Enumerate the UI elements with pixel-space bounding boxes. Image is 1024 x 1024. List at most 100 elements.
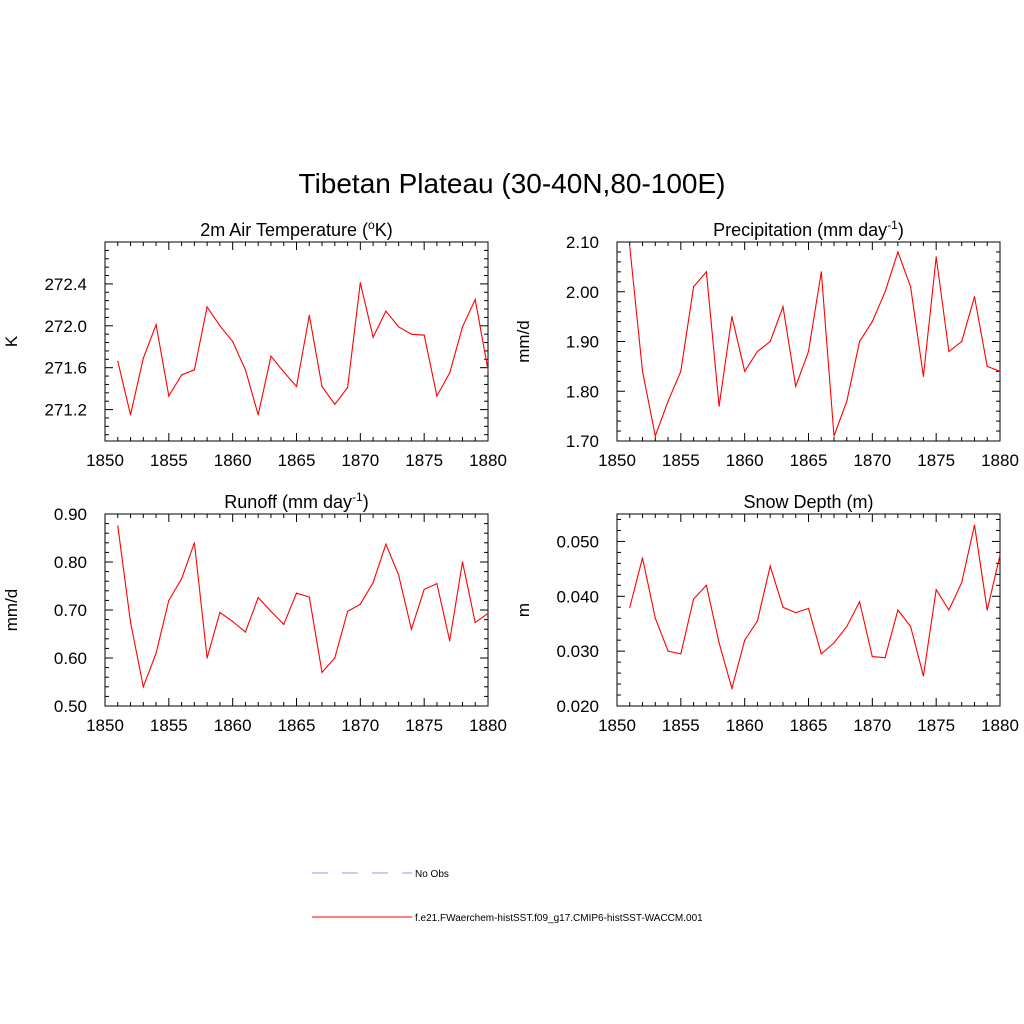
y-axis-label: mm/d [514,320,533,363]
data-point [833,642,835,644]
data-point [129,414,132,416]
x-tick-label: 1875 [405,716,443,735]
data-point [372,336,374,338]
data-point [129,621,132,623]
data-point [295,385,298,388]
data-point [474,621,476,624]
data-point [910,625,912,628]
y-tick-label: 0.50 [54,697,87,716]
data-point [219,611,221,614]
panel-title-part: ) [363,492,369,512]
data-point [308,596,310,598]
data-point [756,620,759,622]
data-point [756,350,759,353]
data-point [922,675,925,677]
data-point [257,414,259,416]
data-point [731,316,733,318]
data-point [820,653,822,655]
panel-2: Precipitation (mm day-1) 1850 1855 1860 1865… [514,218,1019,470]
data-point [961,581,963,584]
x-tick-label: 1855 [150,451,188,470]
x-tick-label: 1855 [150,716,188,735]
data-point [385,543,387,545]
data-point [654,617,656,619]
y-tick-label: 272.4 [44,275,87,294]
data-point [244,369,247,371]
data-point [181,374,183,376]
data-point [385,310,387,312]
data-point [769,565,771,567]
data-point [359,603,361,605]
data-point [680,370,682,372]
y-tick-label: 0.80 [54,553,87,572]
data-point [193,542,195,544]
y-tick-label: 272.0 [44,317,87,336]
data-point [858,340,861,343]
data-point [410,333,412,335]
data-point [283,371,285,373]
data-point [782,306,784,308]
panel-title-part: -1 [887,218,898,232]
x-tick-label: 1870 [341,716,379,735]
data-point [986,609,988,611]
x-tick-label: 1880 [981,451,1019,470]
plot-frame [104,513,489,707]
y-tick-label: 0.70 [54,601,87,620]
data-point [935,256,937,258]
data-point [423,334,425,336]
x-tick-label: 1875 [405,451,443,470]
series-line [629,246,1001,439]
data-point [667,650,669,652]
data-point [321,671,323,674]
data-point [948,609,950,611]
y-tick-label: 0.60 [54,649,87,668]
panel-title-part: o [368,218,375,232]
data-point [935,589,937,591]
data-point [731,687,733,690]
y-tick-label: 0.90 [54,505,87,524]
plot-frame [104,241,489,442]
data-point [487,612,489,614]
data-point [884,657,886,659]
data-point [321,385,323,388]
data-point [680,653,682,655]
data-point [705,271,707,273]
data-point [961,340,963,343]
y-tick-label: 2.10 [566,233,599,252]
data-point [884,291,886,293]
y-axis-label: K [2,335,21,347]
data-point [846,400,848,402]
data-point [654,435,656,437]
data-point [641,557,644,559]
data-point [334,657,336,659]
data-point [922,375,925,377]
data-point [449,640,451,642]
data-point [142,357,144,359]
data-point [168,599,170,602]
series-line [117,282,489,415]
data-point [181,578,183,580]
data-point [346,386,349,389]
data-point [257,596,259,599]
data-point [693,598,695,600]
data-point [693,286,695,288]
data-point [910,286,912,288]
data-point [334,403,336,405]
x-tick-label: 1860 [726,451,764,470]
data-point [142,686,144,688]
panel-title-part: Runoff (mm day [224,492,352,512]
panel-title: 2m Air Temperature (oK) [200,218,392,240]
data-point [718,405,720,407]
data-point [117,360,119,362]
data-point [283,623,285,626]
panel-title: Precipitation (mm day-1) [713,218,904,240]
data-point [398,574,400,576]
panel-1: 2m Air Temperature (oK) 1850 1855 1860 1865 1… [2,218,507,470]
legend-label: f.e21.FWaerchem-histSST.f09_g17.CMIP6-hi… [415,913,703,924]
data-point [897,609,899,611]
series-line [117,525,489,689]
x-tick-label: 1860 [726,716,764,735]
series-line [629,524,1001,691]
